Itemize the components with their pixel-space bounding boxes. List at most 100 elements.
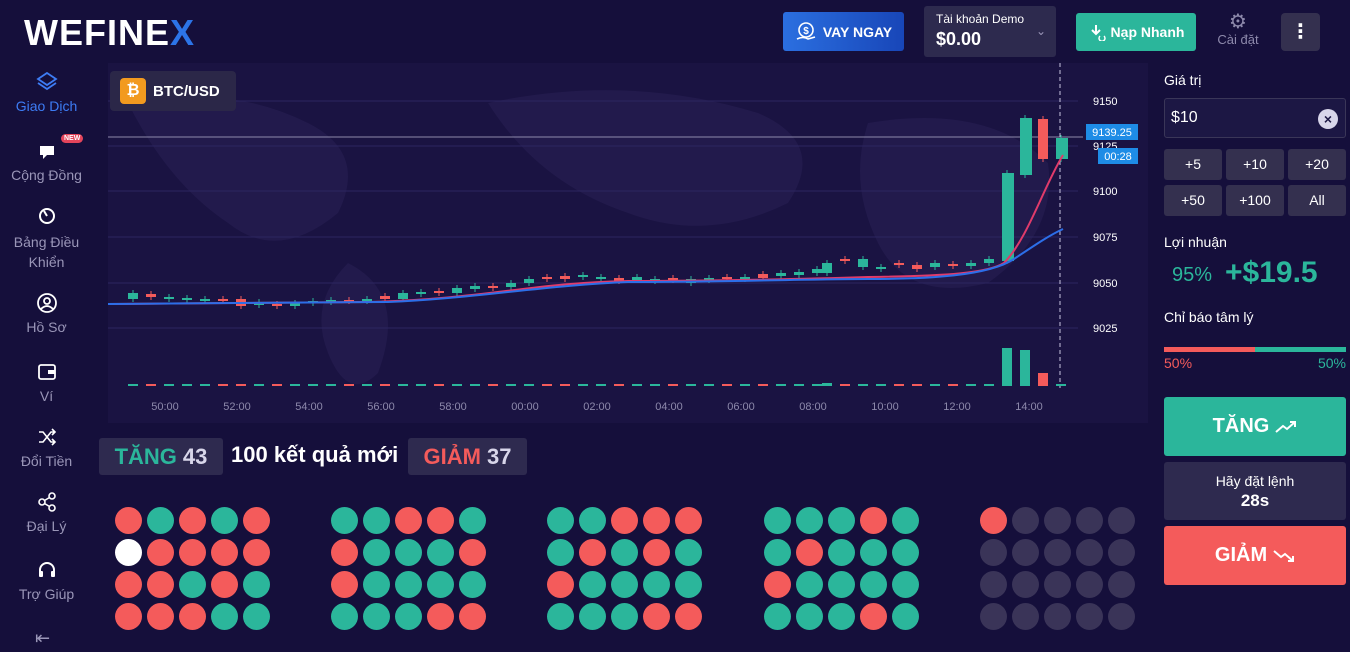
x-tick-label: 14:00 (1015, 401, 1043, 413)
price-tag (1086, 124, 1138, 140)
pair-selector[interactable]: ₿ BTC/USD (110, 71, 236, 111)
result-dot (1076, 539, 1103, 566)
volume-bar (452, 384, 462, 386)
quick-add-5[interactable]: +5 (1164, 149, 1222, 180)
result-dot (1012, 571, 1039, 598)
result-dot (643, 507, 670, 534)
candle (1020, 118, 1032, 175)
trend-up-icon (1275, 420, 1297, 433)
profile-icon (36, 293, 57, 313)
x-tick-label: 04:00 (655, 401, 683, 413)
quick-add-100[interactable]: +100 (1226, 185, 1284, 216)
result-dot (395, 571, 422, 598)
candle (470, 286, 480, 289)
quick-add-all[interactable]: All (1288, 185, 1346, 216)
trend-down-icon (1273, 549, 1295, 562)
quick-add-10[interactable]: +10 (1226, 149, 1284, 180)
candle (524, 279, 534, 283)
result-dot (211, 539, 238, 566)
sidebar-item-profile[interactable]: Hồ Sơ (0, 292, 93, 335)
account-selector[interactable]: Tài khoản Demo $0.00 ⌄ (924, 6, 1056, 57)
result-dot (892, 507, 919, 534)
sidebar-item-exchange[interactable]: Đổi Tiền (0, 426, 93, 469)
candle (704, 278, 714, 280)
result-dot (860, 507, 887, 534)
result-dot (796, 571, 823, 598)
result-dot (179, 539, 206, 566)
sentiment-down-value: 50% (1164, 355, 1193, 371)
price-tag-value: 9139.25 (1092, 127, 1132, 139)
loan-button[interactable]: $ VAY NGAY (783, 12, 904, 51)
logout-icon[interactable]: ⇤ (35, 628, 51, 648)
candle (326, 300, 336, 302)
sidebar-item-wallet[interactable]: Ví (0, 361, 93, 404)
down-count-badge: GIẢM 37 (408, 438, 527, 475)
result-dot (243, 539, 270, 566)
result-dot (980, 507, 1007, 534)
result-dot (547, 539, 574, 566)
result-dot (331, 571, 358, 598)
result-dot (980, 539, 1007, 566)
wefinex-logo[interactable]: WEFINEX (24, 12, 196, 53)
settings-button[interactable]: ⚙ Cài đặt (1208, 12, 1268, 47)
volume-bar (398, 384, 408, 386)
y-tick-label: 9025 (1093, 323, 1117, 335)
result-dot (459, 571, 486, 598)
sidebar-item-help[interactable]: Trợ Giúp (0, 559, 93, 602)
x-tick-label: 10:00 (871, 401, 899, 413)
candle (398, 293, 408, 299)
recent-results-title: 100 kết quả mới (231, 442, 399, 467)
x-tick-label: 50:00 (151, 401, 179, 413)
volume-bar (614, 384, 624, 386)
deposit-button[interactable]: Nạp Nhanh (1076, 13, 1196, 51)
result-dot (147, 603, 174, 630)
up-button[interactable]: TĂNG (1164, 397, 1346, 456)
clear-icon[interactable]: × (1318, 109, 1338, 129)
sidebar-item-dashboard[interactable]: Bảng Điều Khiển (0, 205, 93, 272)
candle (614, 278, 624, 281)
result-dot (828, 571, 855, 598)
sidebar-item-trade[interactable]: Giao Dịch (0, 71, 93, 114)
result-dot (363, 603, 390, 630)
x-tick-label: 12:00 (943, 401, 971, 413)
result-dot (579, 571, 606, 598)
result-dot (211, 603, 238, 630)
quick-add-20[interactable]: +20 (1288, 149, 1346, 180)
result-dot (363, 571, 390, 598)
more-icon: ⋮ (1290, 21, 1311, 43)
result-dot (115, 539, 142, 566)
candle (290, 303, 300, 306)
amount-input[interactable]: $10 × (1164, 98, 1346, 138)
volume-bar (650, 384, 660, 386)
candle (1038, 119, 1048, 159)
y-tick-label: 9050 (1093, 278, 1117, 290)
sidebar-item-community[interactable]: NEW Cộng Đồng (11, 134, 84, 183)
result-dot (363, 507, 390, 534)
result-dot (643, 571, 670, 598)
result-dot (764, 603, 791, 630)
chevron-down-icon: ⌄ (1035, 24, 1046, 38)
map-shape (321, 263, 388, 385)
result-dot (459, 539, 486, 566)
bitcoin-icon: ₿ (120, 78, 146, 104)
volume-bar (488, 384, 498, 386)
result-dot (427, 603, 454, 630)
more-menu-button[interactable]: ⋮ (1281, 13, 1320, 51)
result-dot (980, 603, 1007, 630)
volume-bar (858, 384, 868, 386)
candle (542, 277, 552, 279)
candle (272, 304, 282, 306)
sidebar-item-agency[interactable]: Đại Lý (0, 491, 93, 534)
down-button[interactable]: GIẢM (1164, 526, 1346, 585)
quick-add-50[interactable]: +50 (1164, 185, 1222, 216)
volume-bar (470, 384, 480, 386)
x-tick-label: 02:00 (583, 401, 611, 413)
result-dot (611, 571, 638, 598)
candle (344, 300, 354, 302)
volume-bar (704, 384, 714, 386)
result-dot (828, 539, 855, 566)
volume-bar (668, 384, 678, 386)
candle (966, 263, 976, 266)
result-dot (115, 603, 142, 630)
